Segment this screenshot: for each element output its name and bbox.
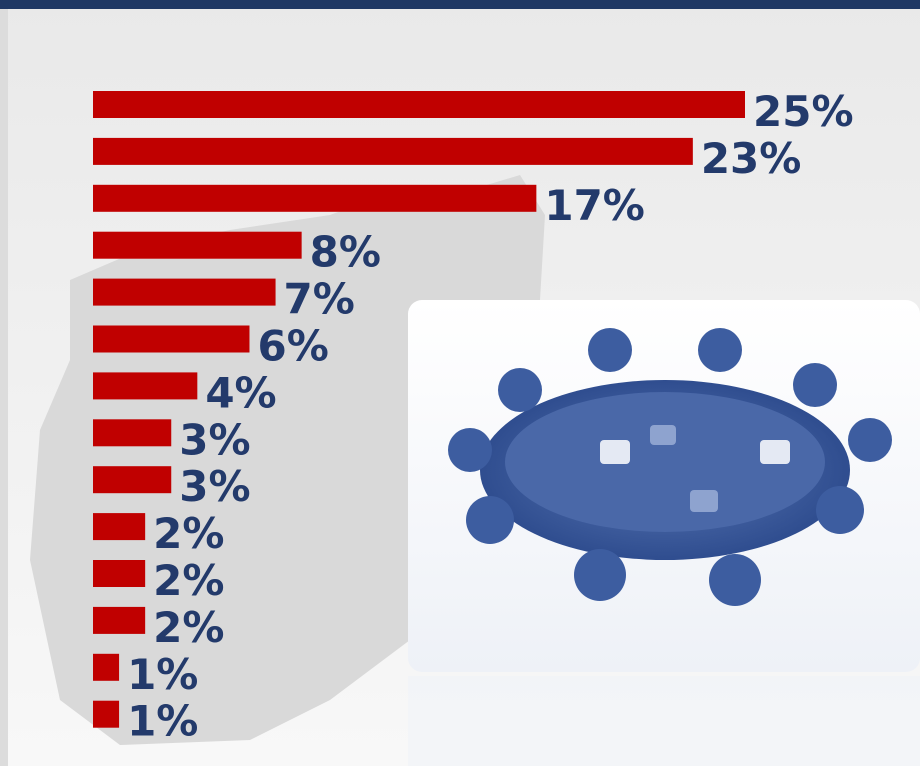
header-strip xyxy=(0,0,920,9)
bar xyxy=(93,513,146,541)
meeting-picture xyxy=(408,300,920,766)
bar xyxy=(93,466,172,494)
value-label: 6% xyxy=(257,322,328,371)
value-label: 17% xyxy=(544,181,645,230)
value-label: 2% xyxy=(153,603,224,652)
bar xyxy=(93,419,172,447)
value-label: 2% xyxy=(153,509,224,558)
value-label: 4% xyxy=(205,368,276,417)
bar xyxy=(93,278,276,306)
bar xyxy=(93,560,146,587)
bar xyxy=(93,653,120,681)
value-label: 8% xyxy=(310,228,381,277)
chairs xyxy=(448,328,892,606)
value-label: 1% xyxy=(127,650,198,699)
bar xyxy=(93,91,745,118)
bar xyxy=(93,372,198,400)
bar xyxy=(93,700,120,728)
value-label: 7% xyxy=(284,275,355,324)
value-label: 3% xyxy=(179,462,250,511)
picture-reflection xyxy=(408,676,920,766)
value-label: 23% xyxy=(701,134,802,183)
bar xyxy=(93,137,693,165)
bar xyxy=(93,184,537,212)
bar xyxy=(93,231,302,259)
left-border xyxy=(0,9,8,766)
bar xyxy=(93,606,146,634)
value-label: 3% xyxy=(179,415,250,464)
puzzle-pieces xyxy=(600,425,790,512)
value-label: 2% xyxy=(153,556,224,605)
value-label: 25% xyxy=(753,87,854,136)
value-label: 1% xyxy=(127,697,198,746)
bar xyxy=(93,325,250,353)
table-top xyxy=(505,392,825,532)
